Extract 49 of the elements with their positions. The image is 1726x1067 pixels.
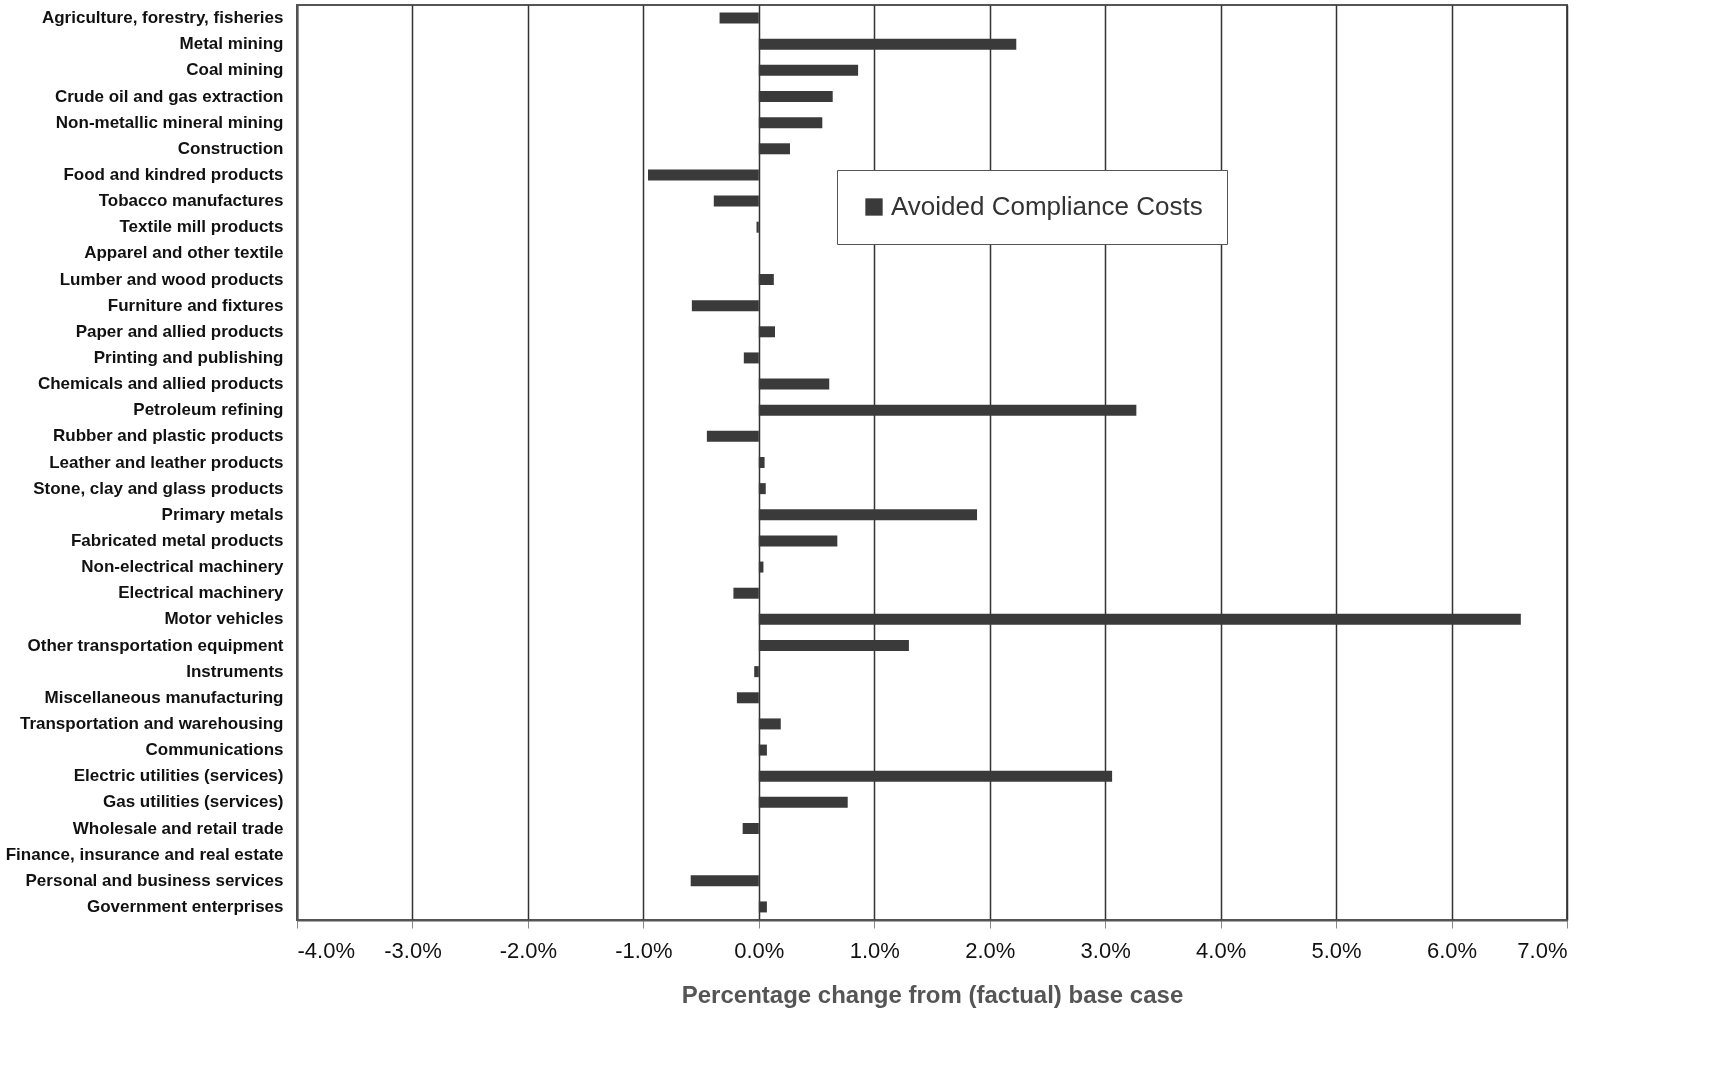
y-tick-label: Furniture and fixtures (107, 295, 284, 315)
x-tick-label: 7.0% (1517, 937, 1568, 963)
y-tick-label: Coal mining (186, 60, 284, 80)
y-tick-label: Chemicals and allied products (37, 374, 284, 394)
x-tick-label: 4.0% (1196, 937, 1247, 963)
y-tick-label: Construction (177, 138, 284, 158)
x-tick-label: 2.0% (965, 937, 1016, 963)
y-tick-label: Government enterprises (86, 896, 284, 916)
y-tick-label: Tobacco manufactures (98, 191, 284, 211)
x-tick-label: 1.0% (849, 937, 900, 963)
y-tick-label: Gas utilities (services) (103, 792, 284, 812)
y-tick-label: Petroleum refining (133, 400, 284, 420)
y-tick-label: Wholesale and retail trade (72, 818, 284, 838)
y-tick-label: Stone, clay and glass products (33, 478, 284, 498)
y-tick-label: Agriculture, forestry, fisheries (41, 8, 284, 28)
y-tick-label: Paper and allied products (75, 321, 284, 341)
legend-label: Avoided Compliance Costs (891, 191, 1203, 221)
y-tick-label: Transportation and warehousing (19, 713, 284, 733)
y-tick-label: Finance, insurance and real estate (5, 844, 284, 864)
y-tick-label: Metal mining (179, 34, 284, 54)
y-tick-label: Electrical machinery (118, 583, 285, 603)
y-tick-label: Food and kindred products (63, 164, 284, 184)
y-tick-label: Rubber and plastic products (53, 426, 284, 446)
y-tick-label: Fabricated metal products (70, 530, 284, 550)
y-tick-label: Personal and business services (25, 870, 284, 890)
y-tick-label: Printing and publishing (93, 347, 284, 367)
y-tick-label: Textile mill products (119, 217, 284, 237)
y-tick-label: Instruments (186, 661, 284, 681)
y-tick-label: Communications (145, 740, 284, 760)
x-tick-label: -1.0% (615, 937, 673, 963)
x-tick-label: -4.0% (297, 937, 355, 963)
y-tick-label: Apparel and other textile (84, 243, 284, 263)
y-tick-label: Leather and leather products (49, 452, 284, 472)
y-tick-label: Lumber and wood products (59, 269, 284, 289)
y-tick-label: Crude oil and gas extraction (54, 86, 284, 106)
x-tick-label: -3.0% (384, 937, 442, 963)
x-axis-title: Percentage change from (factual) base case (681, 980, 1184, 1008)
y-tick-label: Motor vehicles (164, 609, 284, 629)
x-tick-label: 6.0% (1426, 937, 1478, 963)
y-tick-label: Primary metals (161, 504, 284, 524)
y-tick-label: Miscellaneous manufacturing (44, 687, 284, 707)
y-tick-label: Non-electrical machinery (81, 557, 285, 577)
y-tick-label: Electric utilities (services) (73, 766, 284, 786)
y-tick-label: Other transportation equipment (27, 635, 284, 655)
x-tick-label: 0.0% (734, 937, 785, 963)
x-tick-label: -2.0% (499, 937, 558, 963)
y-tick-label: Non-metallic mineral mining (55, 112, 284, 132)
x-tick-label: 3.0% (1080, 937, 1131, 963)
x-tick-label: 5.0% (1311, 937, 1362, 963)
